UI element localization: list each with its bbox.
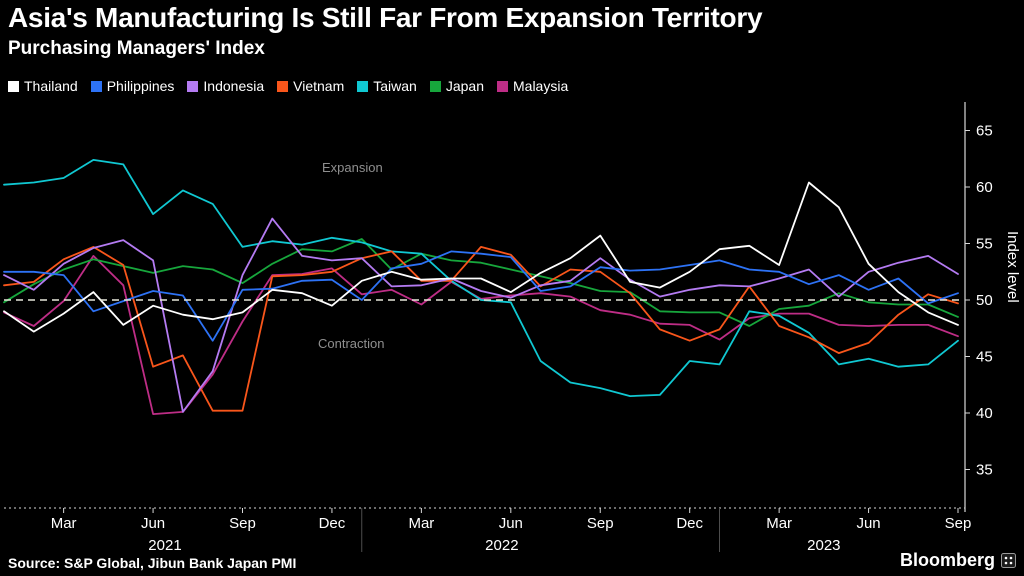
x-year-label: 2023 [807,537,840,554]
x-tick-label: Jun [141,515,165,532]
x-tick-label: Dec [676,515,703,532]
bloomberg-wordmark: Bloomberg [899,550,995,570]
series-line-japan [3,238,959,327]
legend: Thailand Philippines Indonesia Vietnam T… [8,78,568,94]
bloomberg-terminal-icon [1001,553,1016,568]
legend-item-japan: Japan [429,78,484,94]
y-tick-label: 35 [976,462,993,479]
source-note: Source: S&P Global, Jibun Bank Japan PMI [8,555,297,571]
legend-item-thailand: Thailand [8,78,78,94]
legend-swatch-vietnam [277,80,289,92]
legend-label: Philippines [106,78,175,94]
y-tick-label: 65 [976,123,993,140]
legend-swatch-taiwan [357,80,369,92]
legend-item-indonesia: Indonesia [187,78,264,94]
legend-swatch-thailand [8,80,19,92]
x-tick-label: Sep [229,515,256,532]
legend-swatch-indonesia [187,80,199,92]
x-tick-label: Jun [499,515,523,532]
x-year-label: 2022 [485,537,518,554]
legend-label: Taiwan [373,78,417,94]
legend-item-taiwan: Taiwan [357,78,417,94]
x-tick-label: Dec [319,515,346,532]
legend-label: Indonesia [203,78,265,94]
pmi-line-chart: 65 60 55 50 45 40 35 Index level Mar Jun Sep Dec Mar… [3,102,1021,554]
contraction-label: Contraction [318,336,384,351]
legend-label: Vietnam [293,78,345,94]
x-tick-label: Sep [587,515,614,532]
legend-swatch-philippines [90,80,102,92]
x-tick-label: Sep [945,515,972,532]
bloomberg-logo: Bloomberg [900,550,1016,571]
legend-label: Japan [445,78,484,94]
y-tick-label: 45 [976,349,993,366]
x-tick-label: Mar [51,515,77,532]
legend-label: Malaysia [513,78,569,94]
page-title: Asia's Manufacturing Is Still Far From E… [8,2,763,33]
series-line-philippines [3,250,959,342]
series-line-malaysia [3,254,959,416]
expansion-label: Expansion [322,160,383,175]
legend-label: Thailand [24,78,78,94]
y-tick-label: 60 [976,179,993,196]
series-line-vietnam [3,245,959,412]
series-line-thailand [3,181,959,333]
series-line-taiwan [3,159,959,398]
x-year-label: 2021 [148,537,181,554]
legend-item-philippines: Philippines [90,78,175,94]
legend-swatch-malaysia [497,80,508,92]
legend-item-malaysia: Malaysia [497,78,568,94]
y-tick-label: 40 [976,405,993,422]
y-axis-title: Index level [1004,231,1021,303]
y-tick-label: 50 [976,292,993,309]
chart-subtitle: Purchasing Managers' Index [8,38,265,59]
series-line-indonesia [3,217,959,413]
y-tick-label: 55 [976,236,993,253]
legend-item-vietnam: Vietnam [277,78,344,94]
legend-swatch-japan [429,80,441,92]
x-tick-label: Mar [408,515,434,532]
x-tick-label: Jun [856,515,880,532]
x-tick-label: Mar [766,515,792,532]
